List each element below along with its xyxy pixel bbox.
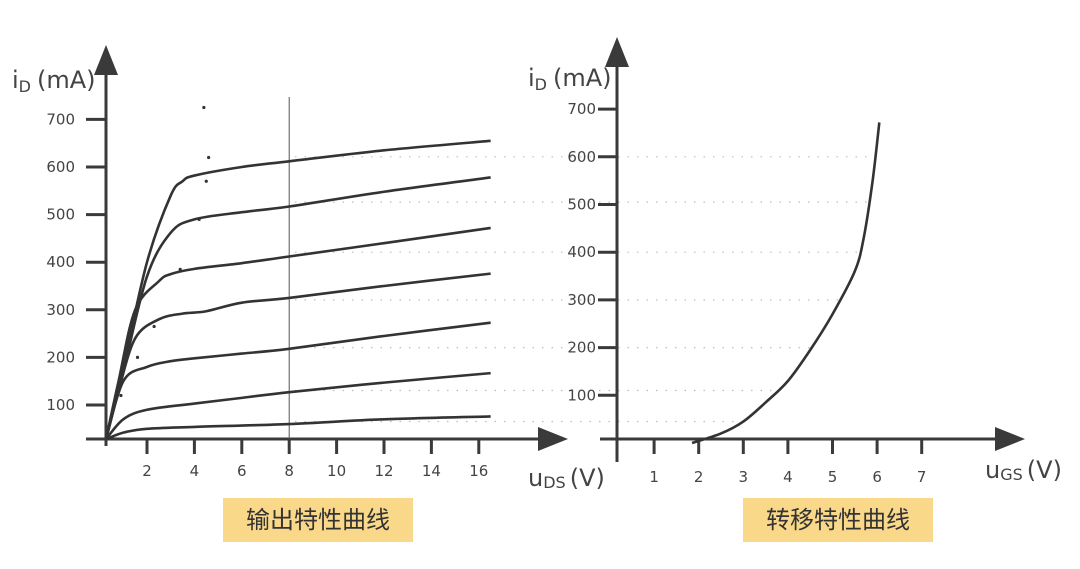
y-tick-label: 400 — [46, 253, 75, 271]
y-tick-label: 700 — [567, 100, 596, 118]
y-tick-label: 300 — [567, 291, 596, 309]
transfer-characteristics-caption: 转移特性曲线 — [743, 498, 933, 542]
y-tick-label: 200 — [46, 348, 75, 366]
x-tick-label: 4 — [190, 462, 200, 480]
y-axis-label-right: iD (mA) — [528, 64, 612, 94]
output-curve — [104, 139, 491, 440]
y-tick-label: 400 — [567, 243, 596, 261]
x-tick-label: 4 — [783, 468, 793, 486]
x-tick-label: 6 — [237, 462, 247, 480]
transfer-characteristics-chart: iD (mA) uGS (V) 1 2 3 4 5 6 7 100 200 300 400 500 600 7… — [528, 37, 1062, 486]
x-tick-label: 6 — [872, 468, 882, 486]
boundary-dot — [207, 155, 211, 160]
y-axis-label-left: iD (mA) — [12, 66, 96, 96]
output-curve — [105, 415, 491, 441]
x-tick-label: 5 — [828, 468, 838, 486]
boundary-dot — [178, 267, 182, 271]
y-tick-label: 100 — [46, 396, 75, 414]
x-tick-label: 3 — [739, 468, 749, 486]
y-tick-label: 600 — [46, 158, 75, 176]
projection-gridlines — [295, 156, 876, 423]
output-curve — [104, 176, 491, 440]
x-tick-label: 10 — [327, 462, 346, 480]
output-characteristics-caption: 输出特性曲线 — [223, 498, 413, 542]
boundary-dot — [197, 217, 201, 221]
boundary-dot — [152, 324, 156, 329]
y-tick-label: 600 — [567, 148, 596, 166]
output-curve — [104, 226, 491, 440]
x-tick-label: 16 — [469, 462, 488, 480]
transfer-curve — [691, 122, 881, 445]
x-tick-label: 14 — [422, 462, 441, 480]
x-tick-label: 8 — [284, 462, 294, 480]
x-axis-label-right: uGS (V) — [985, 456, 1062, 484]
x-tick-label: 12 — [374, 462, 393, 480]
caption-text: 输出特性曲线 — [246, 506, 390, 534]
output-curve — [104, 321, 491, 440]
output-curve — [104, 272, 491, 440]
boundary-dot — [204, 179, 208, 183]
boundary-dot — [119, 393, 123, 398]
x-tick-label: 2 — [694, 468, 704, 486]
boundary-dot — [202, 105, 206, 110]
x-tick-label: 2 — [142, 462, 152, 480]
y-tick-label: 700 — [46, 110, 75, 128]
x-axis-label-left: uDS (V) — [528, 464, 605, 492]
x-tick-label: 1 — [649, 468, 659, 486]
y-tick-label: 500 — [46, 206, 75, 224]
caption-text: 转移特性曲线 — [766, 506, 910, 534]
y-tick-label: 100 — [567, 386, 596, 404]
y-tick-label: 500 — [567, 196, 596, 214]
y-tick-label: 200 — [567, 339, 596, 357]
output-curve — [104, 371, 491, 441]
boundary-dot — [135, 355, 140, 359]
output-characteristics-chart: iD (mA) uDS (V) 2 4 6 8 10 12 14 16 100 200 300 400 50… — [12, 45, 605, 492]
x-tick-label: 7 — [917, 468, 927, 486]
y-tick-label: 300 — [46, 301, 75, 319]
